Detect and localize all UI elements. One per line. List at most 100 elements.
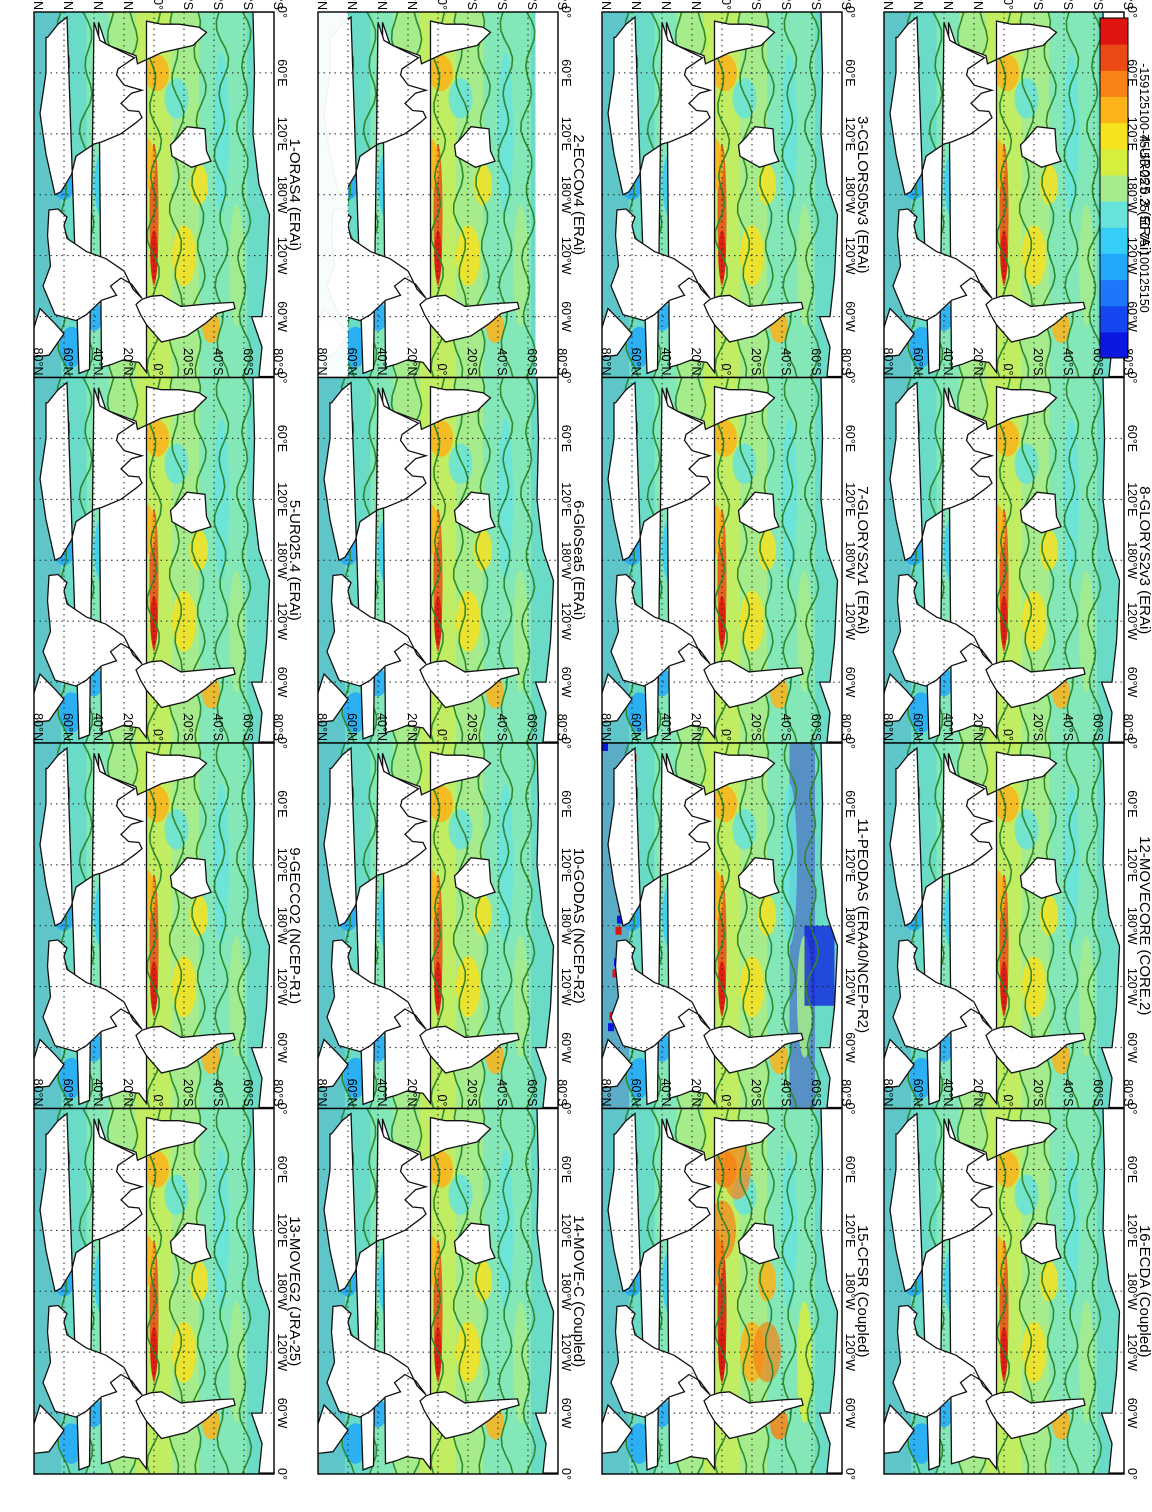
field-anomaly [145,420,169,457]
latitude-tick-label: 80°N [315,713,329,741]
latitude-tick-label: 40°N [375,0,389,10]
land-mass [169,857,212,900]
colorbar-swatch [1100,279,1128,307]
land-mass [135,660,236,709]
latitude-tick-label: 0° [435,1095,449,1107]
longitude-tick-label: 120°E [275,482,289,516]
latitude-tick-label: 20°N [121,0,135,10]
field-anomaly [617,915,623,924]
longitude-tick-label: 120°W [843,237,857,275]
longitude-tick-label: 120°E [843,1213,857,1247]
latitude-tick-label: 20°S [749,348,763,375]
contour-line [1085,377,1103,743]
longitude-tick-label: 0° [275,737,289,749]
latitude-tick-label: 20°N [121,713,135,741]
latitude-tick-label: 60°N [911,1079,925,1107]
latitude-tick-label: 40°S [211,348,225,375]
field-anomaly [1079,1301,1094,1424]
land-mass [1100,1108,1124,1474]
longitude-tick-label: 180°W [1125,541,1139,579]
field-anomaly [995,1151,1019,1188]
map-panel: 11-PEODAS (ERA40/NCEP-R2) 0° 60°E 120°E 180°… [599,713,871,1110]
contour-line [497,1108,514,1474]
longitude-tick-label: 120°W [275,968,289,1006]
latitude-tick-label: 60°S [525,348,539,375]
map-panel: 13-MOVEG2 (JRA-25) 0° 60°E 120°E 180°W 120°W 6… [31,1079,303,1480]
longitude-tick-label: 60°E [1125,1156,1139,1183]
longitude-tick-label: 60°E [1125,790,1139,817]
land-mass [453,1222,496,1265]
colorbar-swatch [1100,18,1128,45]
longitude-tick-label: 60°E [559,790,573,817]
latitude-tick-label: 60°N [61,1079,75,1107]
latitude-tick-label: 80°S [839,1079,853,1106]
panel-title: 10-GODAS (NCEP-R2) [570,848,587,1004]
latitude-tick-label: 80°N [599,0,613,10]
land-mass [889,746,995,1106]
latitude-tick-label: 60°S [241,0,255,10]
longitude-tick-label: 60°W [275,301,289,332]
longitude-tick-label: 0° [843,737,857,749]
longitude-tick-label: 180°W [275,1272,289,1310]
latitude-tick-label: 60°N [345,713,359,741]
latitude-tick-label: 60°S [525,714,539,741]
latitude-tick-label: 80°N [315,348,329,376]
latitude-tick-label: 20°S [749,714,763,741]
latitude-tick-label: 40°S [211,714,225,741]
latitude-tick-label: 20°S [1031,1079,1045,1106]
latitude-tick-label: 60°N [911,348,925,376]
land-mass [250,377,274,743]
field-anomaly [602,743,608,751]
contour-line [781,1108,798,1474]
longitude-tick-label: 120°E [275,1213,289,1247]
longitude-tick-label: 180°W [559,176,573,214]
contour-line [519,12,537,378]
land-mass [326,939,427,1053]
contour-line [1063,377,1080,743]
longitude-tick-label: 0° [1125,1103,1139,1115]
contour-line [803,743,821,1109]
land-mass [42,208,143,322]
land-mass [39,746,145,1106]
latitude-tick-label: 80°N [315,1079,329,1107]
field-anomaly [797,204,812,327]
colorbar-swatch [1100,96,1128,124]
longitude-tick-label: 120°W [1125,602,1139,640]
panel-title: 13-MOVEG2 (JRA-25) [286,1216,303,1366]
land-mass [419,660,520,709]
panel-title: 15-CFSR (Coupled) [854,1225,871,1358]
land-mass [1100,377,1124,743]
longitude-tick-label: 0° [1125,6,1139,18]
longitude-tick-label: 60°E [275,59,289,86]
field-anomaly [1079,935,1094,1058]
latitude-tick-label: 40°S [495,714,509,741]
field-anomaly [448,443,473,485]
field-anomaly [713,54,737,92]
latitude-tick-label: 80°S [555,0,569,10]
land-mass [818,12,842,378]
latitude-tick-label: 80°S [1121,714,1135,741]
land-mass [703,1391,804,1440]
field-anomaly [513,570,528,693]
longitude-tick-label: 0° [559,1103,573,1115]
colorbar-swatch [1100,201,1128,228]
land-mass [39,1112,145,1471]
latitude-tick-label: 60°S [525,1079,539,1106]
longitude-tick-label: 120°E [559,1213,573,1247]
land-mass [419,1025,520,1074]
land-mass [889,381,995,740]
land-mass [703,660,804,709]
latitude-tick-label: 60°S [1091,1079,1105,1106]
latitude-tick-label: 60°S [525,0,539,10]
land-mass [610,573,711,687]
longitude-tick-label: 120°W [1125,1333,1139,1371]
latitude-tick-label: 20°N [405,713,419,741]
latitude-tick-label: 40°S [495,1079,509,1106]
longitude-tick-label: 0° [1125,372,1139,384]
land-mass [34,307,65,358]
latitude-tick-label: 80°S [271,1079,285,1106]
latitude-tick-label: 20°S [465,714,479,741]
longitude-tick-label: 180°W [275,541,289,579]
latitude-tick-label: 40°S [779,0,793,10]
